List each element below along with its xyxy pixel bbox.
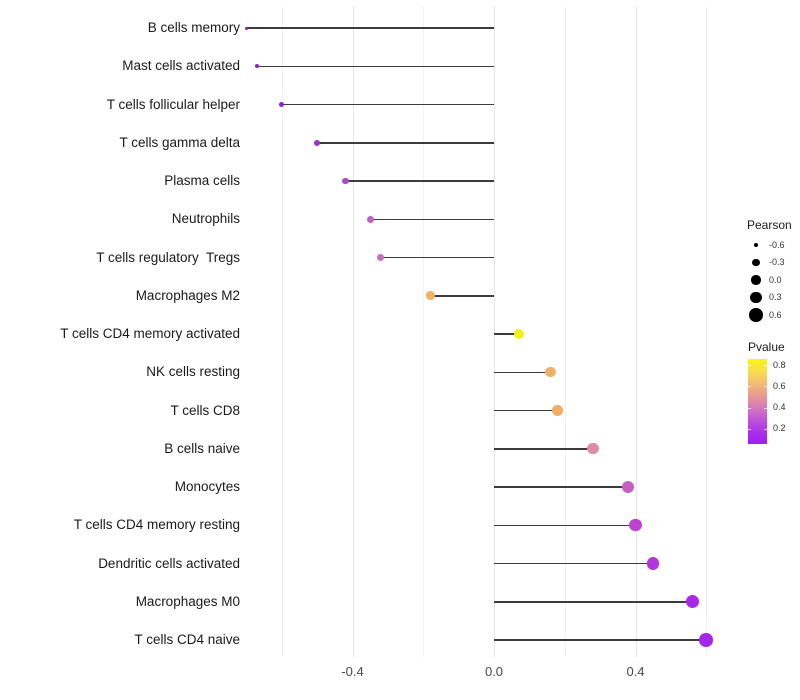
category-label: T cells CD4 memory resting — [73, 517, 240, 533]
colorbar-tick-mark — [764, 428, 767, 430]
lollipop-stem — [430, 295, 494, 297]
legend-size-dot — [751, 275, 761, 285]
category-label: T cells gamma delta — [119, 134, 240, 150]
legend-size-label: -0.3 — [769, 257, 785, 267]
lollipop-stem — [494, 333, 519, 335]
pvalue-tick-label: 0.4 — [773, 402, 786, 413]
lollipop-stem — [345, 180, 494, 182]
category-label: T cells follicular helper — [106, 96, 240, 112]
gridline-minor — [423, 6, 425, 657]
gridline-major — [635, 6, 637, 657]
category-label: Macrophages M2 — [135, 287, 240, 303]
pvalue-tick-label: 0.8 — [773, 359, 786, 370]
category-label: T cells CD4 memory activated — [60, 326, 240, 341]
lollipop-stem — [281, 103, 494, 106]
pvalue-tick-label: 0.6 — [773, 380, 786, 391]
lollipop-stem — [494, 409, 558, 412]
color-legend-title: Pvalue — [748, 340, 785, 354]
lollipop-point — [342, 177, 349, 185]
lollipop-stem — [370, 218, 494, 220]
lollipop-point — [699, 633, 714, 647]
legend-size-dot — [753, 242, 759, 248]
category-label: Dendritic cells activated — [98, 555, 240, 571]
lollipop-point — [254, 64, 259, 69]
x-tick-label: 0.4 — [626, 664, 645, 679]
lollipop-point — [314, 139, 321, 146]
lollipop-point — [244, 26, 248, 30]
lollipop-point — [629, 519, 642, 532]
colorbar-tick-mark — [748, 386, 751, 388]
gridline-minor — [706, 6, 708, 657]
category-label: Monocytes — [174, 479, 240, 494]
lollipop-point — [545, 367, 556, 378]
category-label: Neutrophils — [171, 211, 240, 227]
lollipop-point — [279, 101, 285, 108]
pvalue-tick-label: 0.2 — [773, 423, 786, 434]
lollipop-point — [646, 557, 660, 570]
colorbar-tick-mark — [748, 428, 751, 430]
legend-size-dot — [750, 291, 762, 304]
x-tick-label: -0.4 — [341, 664, 364, 679]
lollipop-point — [513, 329, 524, 339]
size-legend-title: Pearson — [747, 218, 792, 232]
colorbar-tick-mark — [764, 407, 767, 409]
lollipop-stem — [256, 65, 494, 67]
lollipop-stem — [494, 562, 654, 565]
legend-size-label: -0.6 — [769, 239, 785, 250]
colorbar-tick-mark — [764, 365, 767, 366]
lollipop-point — [622, 481, 635, 493]
category-label: Mast cells activated — [122, 58, 240, 74]
colorbar-tick-mark — [748, 365, 751, 366]
legend-size-label: 0.0 — [769, 274, 782, 285]
colorbar-tick-mark — [764, 386, 767, 388]
category-label: B cells naive — [164, 440, 240, 456]
legend-size-dot — [749, 308, 763, 322]
lollipop-stem — [246, 27, 494, 29]
legend-size-dot — [752, 258, 760, 267]
lollipop-stem — [494, 639, 707, 641]
category-label: T cells CD4 naive — [134, 632, 240, 647]
gridline-minor — [564, 6, 566, 657]
category-label: T cells regulatory Tregs — [96, 249, 240, 265]
legend-size-label: 0.6 — [769, 309, 782, 320]
gridline-major — [352, 6, 354, 657]
gridline-minor — [281, 6, 283, 657]
category-label: Plasma cells — [164, 173, 240, 188]
lollipop-stem — [494, 601, 693, 603]
category-label: B cells memory — [147, 20, 240, 35]
lollipop-point — [685, 595, 699, 609]
legend-size-label: 0.3 — [769, 292, 782, 302]
lollipop-stem — [317, 142, 494, 144]
category-label: T cells CD8 — [170, 402, 240, 418]
pvalue-colorbar — [748, 359, 767, 444]
gridline-major — [494, 6, 495, 657]
colorbar-tick-mark — [748, 407, 751, 409]
category-label: NK cells resting — [146, 364, 240, 380]
category-label: Macrophages M0 — [135, 593, 240, 609]
lollipop-stem — [380, 256, 494, 259]
lollipop-stem — [494, 486, 629, 488]
x-tick-label: 0.0 — [484, 664, 504, 679]
lollipop-point — [366, 215, 374, 223]
lollipop-stem — [494, 524, 636, 526]
lollipop-stem — [494, 371, 551, 373]
lollipop-point — [426, 291, 435, 301]
lollipop-point — [552, 405, 563, 416]
lollipop-stem — [494, 448, 594, 450]
lollipop-point — [587, 443, 599, 455]
lollipop-point — [377, 253, 385, 262]
